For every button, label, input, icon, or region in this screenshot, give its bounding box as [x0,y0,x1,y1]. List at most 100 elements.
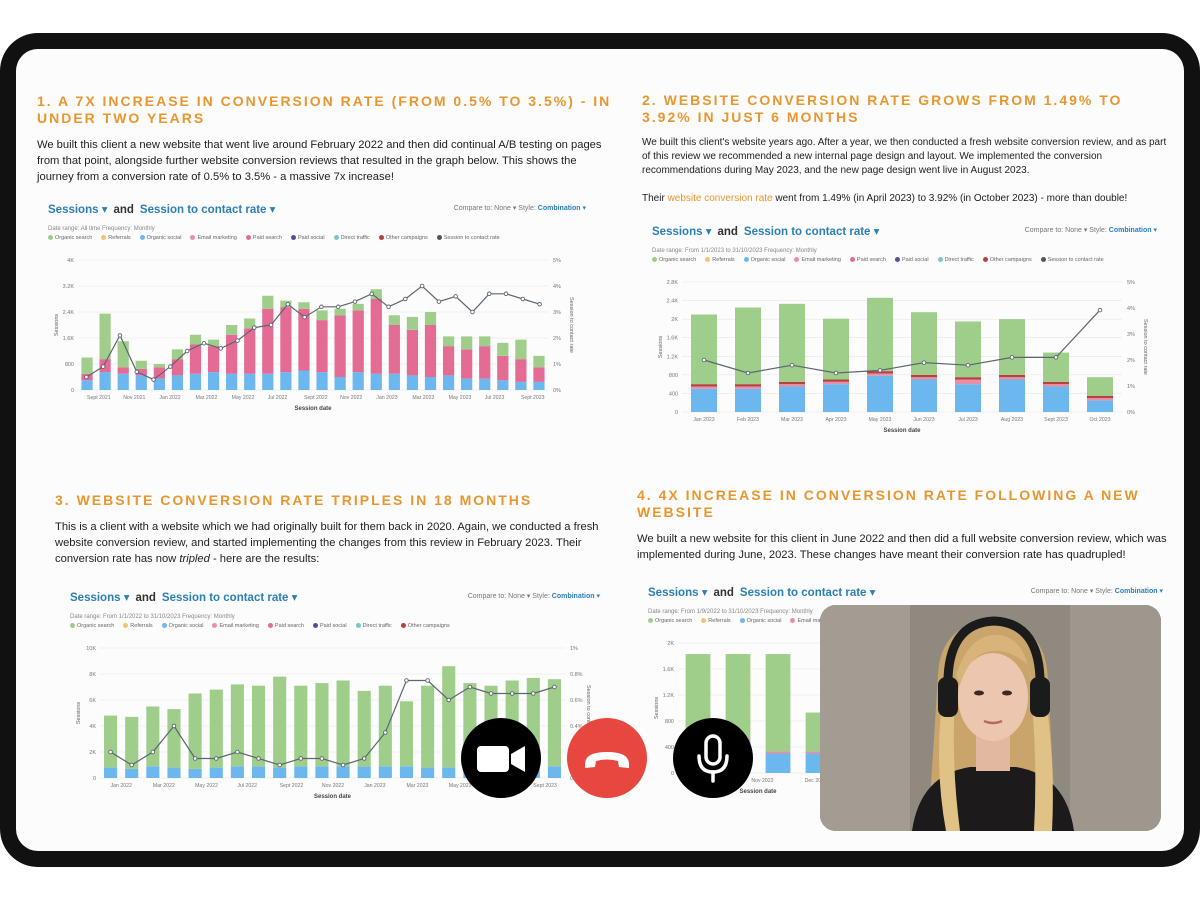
bar-segment [189,373,202,390]
chart-header: Sessions ▾ and Session to contact rate ▾ Co… [48,202,586,220]
bar-segment [298,302,310,309]
legend-item: Other campaigns [982,257,1032,263]
bar-segment [378,766,392,778]
rate-point [171,723,177,729]
session-to-contact-rate-dropdown[interactable]: Session to contact rate ▾ [139,204,276,216]
legend-swatch [378,235,384,241]
webcam-self-view[interactable] [820,605,1161,831]
bar-segment [104,715,118,768]
bar-segment [336,766,350,778]
bar-segment [779,384,805,387]
legend-item: Direct traffic [333,235,370,241]
y2-tick-label: 5% [553,258,561,264]
y-tick-label: 10K [86,646,96,652]
bar-segment [461,378,473,390]
legend-label: Other campaigns [989,257,1032,263]
x-tick-label: May 2023 [449,395,472,401]
bar-segment [479,378,491,390]
legend-item: Other campaigns [378,235,428,241]
session-to-contact-rate-dropdown[interactable]: Session to contact rate ▾ [161,592,298,604]
rate-point [184,348,190,354]
bar-segment [735,388,761,412]
camera-toggle-button[interactable] [461,718,541,798]
legend-item: Paid social [894,257,929,263]
legend-label: Referrals [130,623,153,629]
legend-label: Direct traffic [944,257,974,263]
y-tick-label: 1.6K [667,336,679,342]
style-dropdown[interactable]: Combination ▾ [551,593,600,600]
bar-segment [209,689,223,768]
y-tick-label: 400 [669,391,678,397]
rate-point [277,762,282,768]
microphone-toggle-button[interactable] [673,718,753,798]
end-call-button[interactable] [567,718,647,798]
legend-swatch [849,257,855,263]
bar-segment [188,768,202,778]
bar-segment [273,767,287,778]
style-dropdown[interactable]: Combination ▾ [537,205,586,212]
chart-plot: 0 800 1.6K 2.4K 3.2K 4K 0% 1% 2% 3% 4% 5% Session to… [54,258,574,412]
bar-segment [357,690,371,767]
rate-point [369,291,375,297]
legend-swatch [894,257,900,263]
legend-label: Referrals [708,618,731,624]
bar-segment [735,384,761,387]
rate-point [302,314,307,320]
website-conversion-rate-link[interactable]: website conversion rate [667,193,773,204]
legend-item: Organic social [739,618,781,624]
compare-dropdown[interactable]: None ▾ [494,205,517,212]
bar-segment [1087,395,1113,399]
legend-item: Organic search [48,235,92,241]
sessions-dropdown[interactable]: Sessions ▾ [48,204,108,216]
legend-item: Paid social [290,235,325,241]
session-to-contact-rate-dropdown[interactable]: Session to contact rate ▾ [739,587,876,599]
sessions-dropdown[interactable]: Sessions ▾ [652,226,712,238]
sessions-dropdown[interactable]: Sessions ▾ [70,592,130,604]
bar-segment [188,693,202,769]
y-tick-label: 1.6K [663,667,675,673]
legend-swatch [1040,257,1046,263]
bar-segment [999,319,1025,375]
case-study-4: 4. 4X INCREASE IN CONVERSION RATE FOLLOW… [637,487,1167,563]
bar-segment [135,360,147,369]
sessions-dropdown[interactable]: Sessions ▾ [648,587,708,599]
legend-item: Paid search [849,257,886,263]
case-study-1-body: We built this client a new website that … [37,139,602,183]
legend-label: Referrals [108,235,131,241]
rate-point [877,368,883,373]
y-tick-label: 2.4K [63,310,75,316]
rate-point [833,370,839,376]
chart-header: Sessions ▾ and Session to contact rate ▾ Co… [648,585,1163,603]
bar-segment [547,679,561,767]
legend-label: Other campaigns [407,623,450,629]
bar-segment [779,386,805,412]
rate-point [168,364,173,369]
rate-point [404,678,409,683]
x-tick-label: Jan 2022 [111,783,132,789]
bar-segment [280,307,292,373]
x-axis-label: Session date [294,406,332,412]
y-tick-label: 400 [665,745,674,751]
bar-segment [867,297,893,372]
legend-swatch [70,623,75,629]
bar-segment [294,766,308,778]
style-dropdown[interactable]: Combination ▾ [1114,588,1163,595]
bar-segment [823,318,849,380]
bar-segment [99,313,111,360]
y2-tick-label: 5% [1127,280,1135,286]
compare-dropdown[interactable]: None ▾ [1065,227,1088,234]
compare-dropdown[interactable]: None ▾ [1071,588,1094,595]
bar-segment [316,310,328,321]
y-axis-label: Sessions [654,697,660,720]
legend-item: Email marketing [212,623,259,629]
style-dropdown[interactable]: Combination ▾ [1108,227,1157,234]
x-tick-label: Sept 2023 [521,395,545,401]
rate-point [470,309,475,315]
rate-point [201,340,207,346]
legend-label: Organic social [146,235,182,241]
rate-point [383,730,388,735]
legend-label: Paid social [319,623,347,629]
session-to-contact-rate-dropdown[interactable]: Session to contact rate ▾ [743,226,880,238]
compare-dropdown[interactable]: None ▾ [508,593,531,600]
legend-label: Paid social [901,257,929,263]
